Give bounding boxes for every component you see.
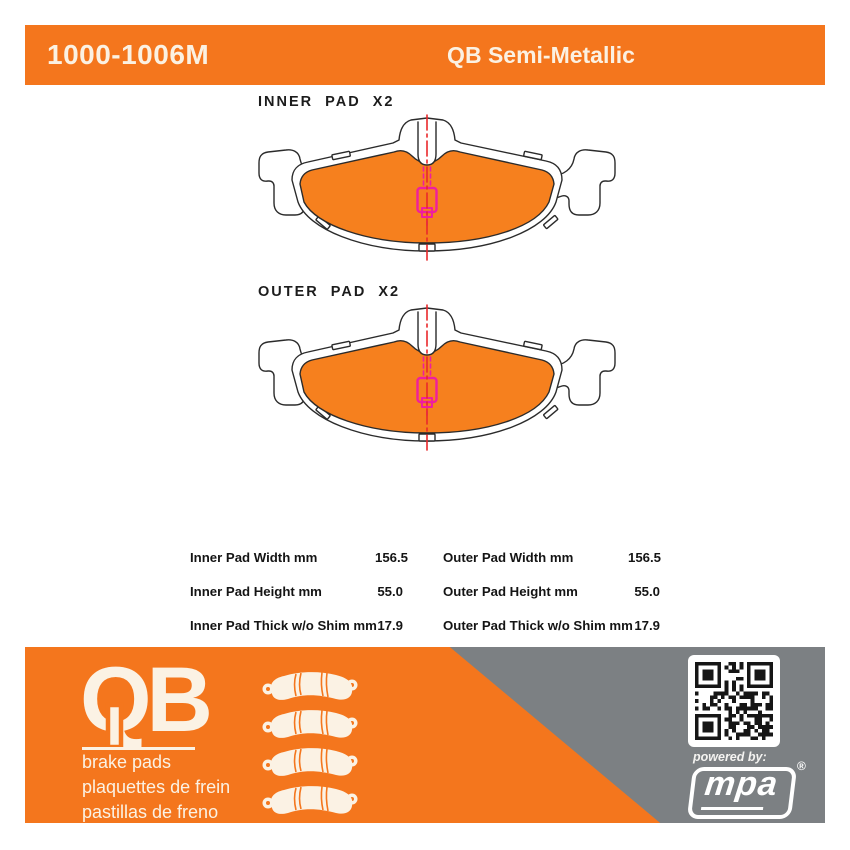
spec-value: 55.0: [377, 583, 403, 599]
header-bar: 1000-1006M QB Semi-Metallic: [25, 25, 825, 85]
qr-code-pattern: [695, 662, 773, 740]
outer-pad-label: OUTER PAD X2: [258, 284, 401, 300]
spec-value: 17.9: [634, 617, 660, 633]
outer-pad-drawing: [257, 303, 617, 453]
inner-pad-label: INNER PAD X2: [258, 94, 395, 110]
spec-value: 17.9: [377, 617, 403, 633]
tagline-line-en: brake pads: [82, 752, 172, 772]
brake-pad-icon: [262, 709, 358, 739]
powered-by-label: powered by:: [693, 750, 767, 764]
spec-label: Inner Pad Height mm: [190, 583, 322, 599]
qb-logo: QB: [80, 649, 215, 751]
qb-logo-underline: [82, 747, 195, 750]
mpa-logo: mpa: [686, 765, 798, 819]
spec-value: 55.0: [634, 583, 660, 599]
brake-pad-icon: [262, 747, 358, 777]
mpa-logo-underline: [700, 806, 764, 810]
tagline-line-es: pastillas de freno: [82, 802, 219, 822]
product-line-title: QB Semi-Metallic: [447, 42, 635, 68]
qb-logo-tail: [105, 702, 124, 750]
spec-value: 156.5: [375, 549, 409, 565]
tagline-line-fr: plaquettes de frein: [82, 777, 231, 797]
footer-band: QB brake pads plaquettes de frein pastil…: [25, 647, 825, 823]
part-number: 1000-1006M: [47, 39, 210, 70]
brake-pad-icon: [262, 671, 358, 701]
inner-pad-drawing: [257, 113, 617, 263]
qr-code: [688, 655, 780, 747]
spec-label: Inner Pad Width mm: [190, 549, 318, 565]
spec-label: Inner Pad Thick w/o Shim mm: [190, 617, 377, 633]
spec-label: Outer Pad Width mm: [443, 549, 574, 565]
mpa-logo-text: mpa: [702, 765, 781, 803]
registered-trademark-icon: ®: [797, 759, 806, 773]
spec-value: 156.5: [628, 549, 662, 565]
tagline: brake pads plaquettes de frein pastillas…: [82, 750, 230, 825]
brake-pad-icon-stack: [262, 668, 358, 819]
qb-logo-text: QB: [80, 649, 210, 751]
spec-label: Outer Pad Height mm: [443, 583, 578, 599]
specs-table: Inner Pad Width mm 156.5 Outer Pad Width…: [190, 540, 662, 642]
brake-pad-icon: [262, 785, 358, 815]
spec-label: Outer Pad Thick w/o Shim mm: [443, 617, 633, 633]
